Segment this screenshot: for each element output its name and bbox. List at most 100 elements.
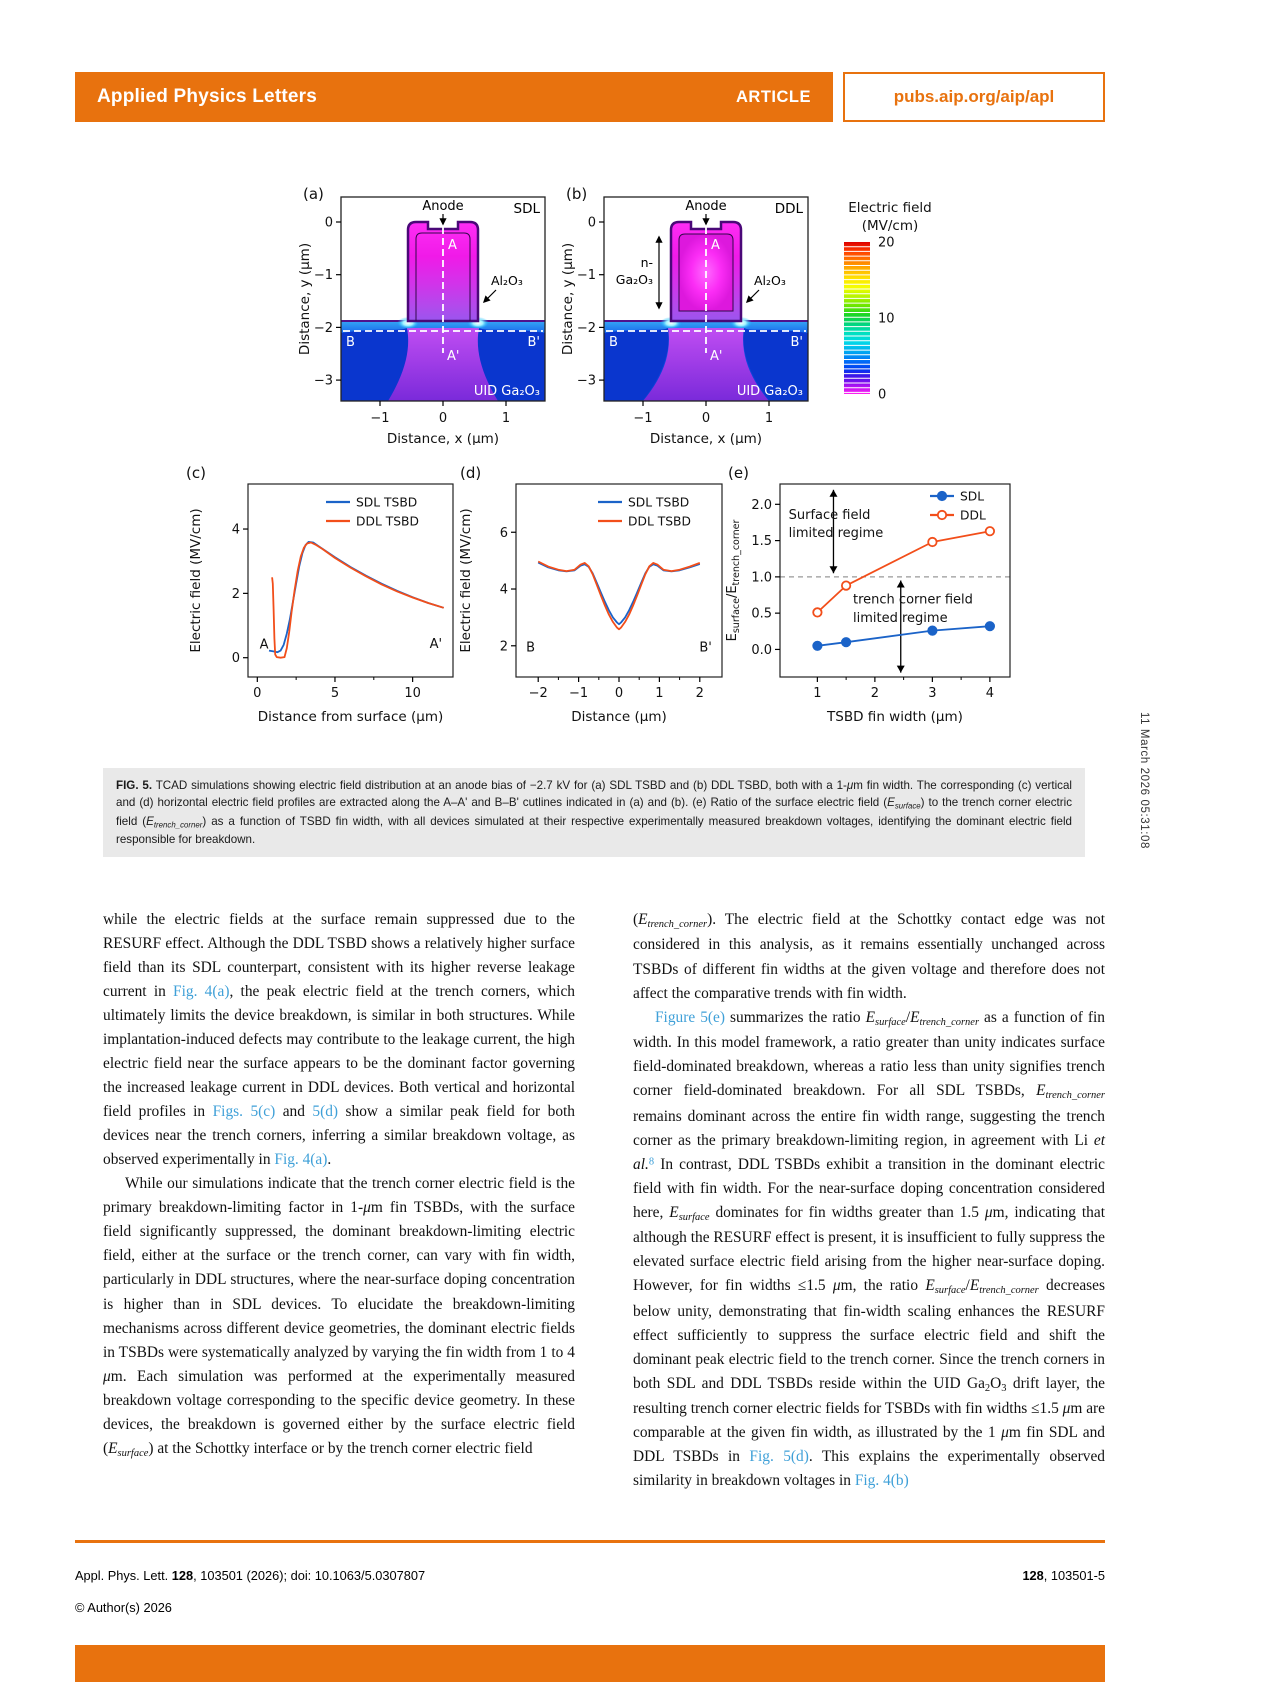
text-segment: m are comparable at the given fin width,… [633,1400,1106,1442]
text-segment: μ [984,1203,993,1221]
reference-link[interactable]: Fig. 5(d) [749,1448,809,1466]
arrowhead [829,489,838,497]
text-segment: / [965,1277,970,1295]
panel-letter: (b) [566,185,587,203]
y-axis-label: Distance, y (μm) [297,243,313,355]
text-segment: μ [103,1367,111,1385]
text-segment: μ [832,1277,841,1295]
field-lobe-right [477,328,545,401]
panel-b-heatmap: n- Ga₂O₃ Anode DDL A A' B B' Al₂O₃ UID G… [560,185,809,445]
plot-border [247,483,454,678]
tick-label: 6 [500,526,508,541]
tick-label: −3 [314,374,333,389]
legend-label: SDL TSBD [628,496,689,510]
panel-a-heatmap: Anode SDL A A' B B' Al₂O₃ UID Ga₂O₃ −1 0 1… [297,185,546,445]
text-segment: μ [1001,1424,1009,1442]
text-segment: , 103501-5 [1043,1568,1105,1583]
text-segment: decreases below unity, demonstrating tha… [633,1277,1105,1392]
tick-label: 2 [232,587,240,602]
x-axis-label: Distance, x (μm) [650,431,762,445]
text-segment: © Author(s) 2026 [75,1600,172,1615]
reference-link[interactable]: Fig. 4(a) [274,1151,328,1169]
center-column [388,328,498,401]
citation-line: Appl. Phys. Lett. 128, 103501 (2026); do… [75,1568,425,1583]
text-segment: ) at the Schottky interface or by the tr… [148,1439,533,1457]
tick-label: 0 [439,411,447,426]
tick-label: 0 [702,411,710,426]
data-point [927,625,938,636]
text-segment: ). The electric field at the Schottky co… [633,911,1105,1002]
text-segment: E [669,1203,679,1221]
series-ddl-tsbd [271,541,444,659]
oxide-label: Al₂O₃ [491,273,523,288]
panel-letter: (e) [728,464,749,482]
text-segment: TCAD simulations showing electric field … [152,779,847,792]
text-segment: surface [678,1211,710,1223]
tick-label: −2 [314,321,333,336]
column-right: (Etrench_corner). The electric field at … [633,908,1105,1493]
arrowhead [896,580,905,588]
field-lobe-left [341,328,409,401]
cutline-a2-label: A' [447,349,459,364]
text-segment: surface [894,801,921,811]
text-segment: In contrast, DDL TSBDs exhibit a transit… [633,1155,1105,1221]
paragraph: (Etrench_corner). The electric field at … [633,908,1105,1006]
tick-label: 4 [500,583,508,598]
tick-label: 5 [331,686,339,701]
text-segment: E [1036,1082,1046,1100]
reference-link[interactable]: Fig. 4(a) [173,983,230,1001]
tick-label: 3 [928,686,936,701]
tick-label: 1 [765,411,773,426]
text-segment: et al. [633,1131,1105,1173]
tick-label: 1 [813,686,821,701]
tick-label: 1 [655,686,663,701]
legend-label: DDL TSBD [356,515,419,529]
header-bar: Applied Physics Letters ARTICLE [75,72,833,122]
text-segment: 128 [1022,1568,1044,1583]
cutline-a2-label: A' [710,349,722,364]
reference-link[interactable]: 8 [648,1155,655,1167]
text-segment: O [990,1374,1002,1392]
legend-label: DDL [960,509,986,523]
annotation: A' [430,637,442,652]
tick-label: −1 [633,411,652,426]
reference-link[interactable]: Fig. 4(b) [854,1472,909,1490]
text-segment: μ [363,1199,371,1217]
colorbar-tick-label: 20 [878,236,895,251]
data-point [841,580,852,591]
colorbar: Electric field (MV/cm) 20 10 0 [844,200,932,403]
plot-border [779,483,1011,678]
series-sdl [817,625,990,647]
reference-link[interactable]: Figs. 5(c) [212,1103,276,1121]
series-sdl-tsbd [537,561,701,626]
data-point [812,640,823,651]
cutline-a-label: A [448,238,457,253]
cutline-b2-label: B' [791,335,804,350]
journal-url-link[interactable]: pubs.aip.org/aip/apl [893,87,1055,106]
annotation: Surface field [789,508,871,523]
text-segment: surface [934,1285,966,1297]
journal-url-box: pubs.aip.org/aip/apl [843,72,1105,122]
series-ddl [816,530,991,614]
data-point [841,637,852,648]
reference-link[interactable]: Figure 5(e) [655,1008,725,1026]
tick-label: −1 [314,268,333,283]
text-segment: E [887,796,895,810]
oxide-arrow [745,289,760,304]
text-segment: E [865,1008,875,1026]
text-segment: m, indicating that although the RESURF e… [633,1203,1105,1295]
device-label: SDL [514,201,541,217]
x-axis-label: Distance (μm) [571,709,667,725]
text-segment: E [638,911,648,928]
colorbar-gradient [844,242,870,394]
tick-label: 1 [502,411,510,426]
legend-label: DDL TSBD [628,515,691,529]
annotation: limited regime [853,611,948,626]
field-lobe-left [604,328,669,401]
reference-link[interactable]: 5(d) [312,1103,339,1121]
tick-label: 0 [253,686,261,701]
text-segment: trench_corner [647,919,708,931]
panel-c-line-chart: 0 5 10 0 2 4 Distance from surface (μm) Electri… [186,464,454,725]
paragraph: While our simulations indicate that the … [103,1172,575,1462]
text-segment: E [969,1277,980,1295]
